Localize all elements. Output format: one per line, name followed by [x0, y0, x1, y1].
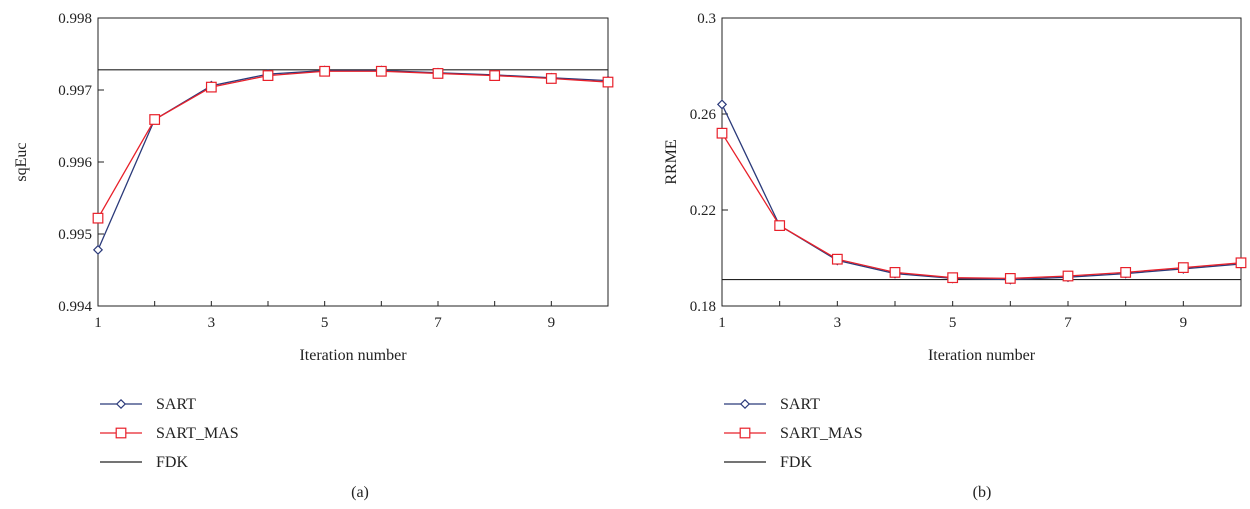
data-point [1120, 267, 1132, 278]
series-sart-mas [716, 127, 1247, 284]
x-tick-label: 5 [321, 315, 329, 331]
series-sart [716, 99, 1247, 285]
y-tick-label: 0.997 [58, 83, 92, 99]
y-axis-label: sqEuc [13, 142, 30, 181]
x-axis-label: Iteration number [299, 347, 407, 364]
data-point [1177, 262, 1189, 273]
chart-panel-a: 0.994 0.995 0.996 0.997 0.998 1 3 5 7 9 Iteration … [13, 11, 614, 501]
series-line [97, 69, 609, 251]
data-point [92, 244, 104, 255]
legend-label: SART [780, 396, 820, 413]
data-point [262, 70, 274, 82]
data-point [947, 272, 959, 284]
legend-label: SART_MAS [780, 425, 863, 442]
data-point [375, 65, 387, 77]
data-point [1004, 273, 1016, 284]
x-tick-label: 7 [1064, 315, 1072, 331]
x-tick-label: 7 [434, 315, 442, 331]
data-point [602, 76, 614, 88]
legend-marker [115, 398, 127, 410]
y-tick-label: 0.998 [58, 11, 92, 27]
series-line [97, 70, 609, 219]
legend: SART SART_MAS FDK [724, 396, 863, 471]
panel-label: (a) [351, 484, 369, 501]
data-point [831, 253, 843, 265]
data-point [489, 70, 501, 82]
y-tick-label: 0.3 [697, 11, 716, 27]
data-point [774, 220, 786, 232]
legend-label: FDK [156, 454, 188, 471]
data-point [1062, 270, 1074, 282]
series-line [721, 132, 1242, 280]
data-point [319, 65, 331, 77]
data-point [149, 114, 161, 125]
y-tick-label: 0.22 [690, 203, 716, 219]
x-tick-label: 3 [834, 315, 842, 331]
y-tick-label: 0.996 [58, 155, 92, 171]
legend-label: SART_MAS [156, 425, 239, 442]
data-point [889, 267, 901, 278]
legend-label: SART [156, 396, 196, 413]
plot-frame [721, 17, 1242, 307]
x-tick-label: 5 [949, 315, 957, 331]
legend-marker [739, 427, 751, 439]
y-tick-label: 0.26 [690, 107, 717, 123]
y-tick-label: 0.995 [58, 227, 92, 243]
data-point [716, 127, 728, 139]
series-sart-mas [92, 65, 614, 224]
data-point [92, 212, 104, 224]
data-point [545, 73, 557, 84]
x-tick-label: 1 [94, 315, 102, 331]
x-tick-label: 1 [718, 315, 726, 331]
data-point [1235, 257, 1247, 269]
series-sart [92, 65, 614, 255]
x-tick-label: 3 [208, 315, 216, 331]
x-axis-label: Iteration number [928, 347, 1036, 364]
data-point [716, 99, 728, 110]
y-tick-label: 0.994 [58, 299, 92, 315]
series-line [721, 104, 1242, 281]
chart-panel-b: 0.18 0.22 0.26 0.3 1 3 5 7 9 Iteration number RRME… [663, 11, 1247, 501]
x-tick-label: 9 [1180, 315, 1188, 331]
legend-label: FDK [780, 454, 812, 471]
panel-label: (b) [973, 484, 992, 501]
legend-marker [739, 398, 751, 410]
data-point [432, 68, 444, 79]
plot-frame [97, 17, 609, 307]
x-tick-label: 9 [548, 315, 556, 331]
legend-marker [115, 427, 127, 439]
y-tick-label: 0.18 [690, 299, 716, 315]
data-point [205, 81, 217, 93]
y-axis-label: RRME [663, 139, 680, 184]
legend: SART SART_MAS FDK [100, 396, 239, 471]
